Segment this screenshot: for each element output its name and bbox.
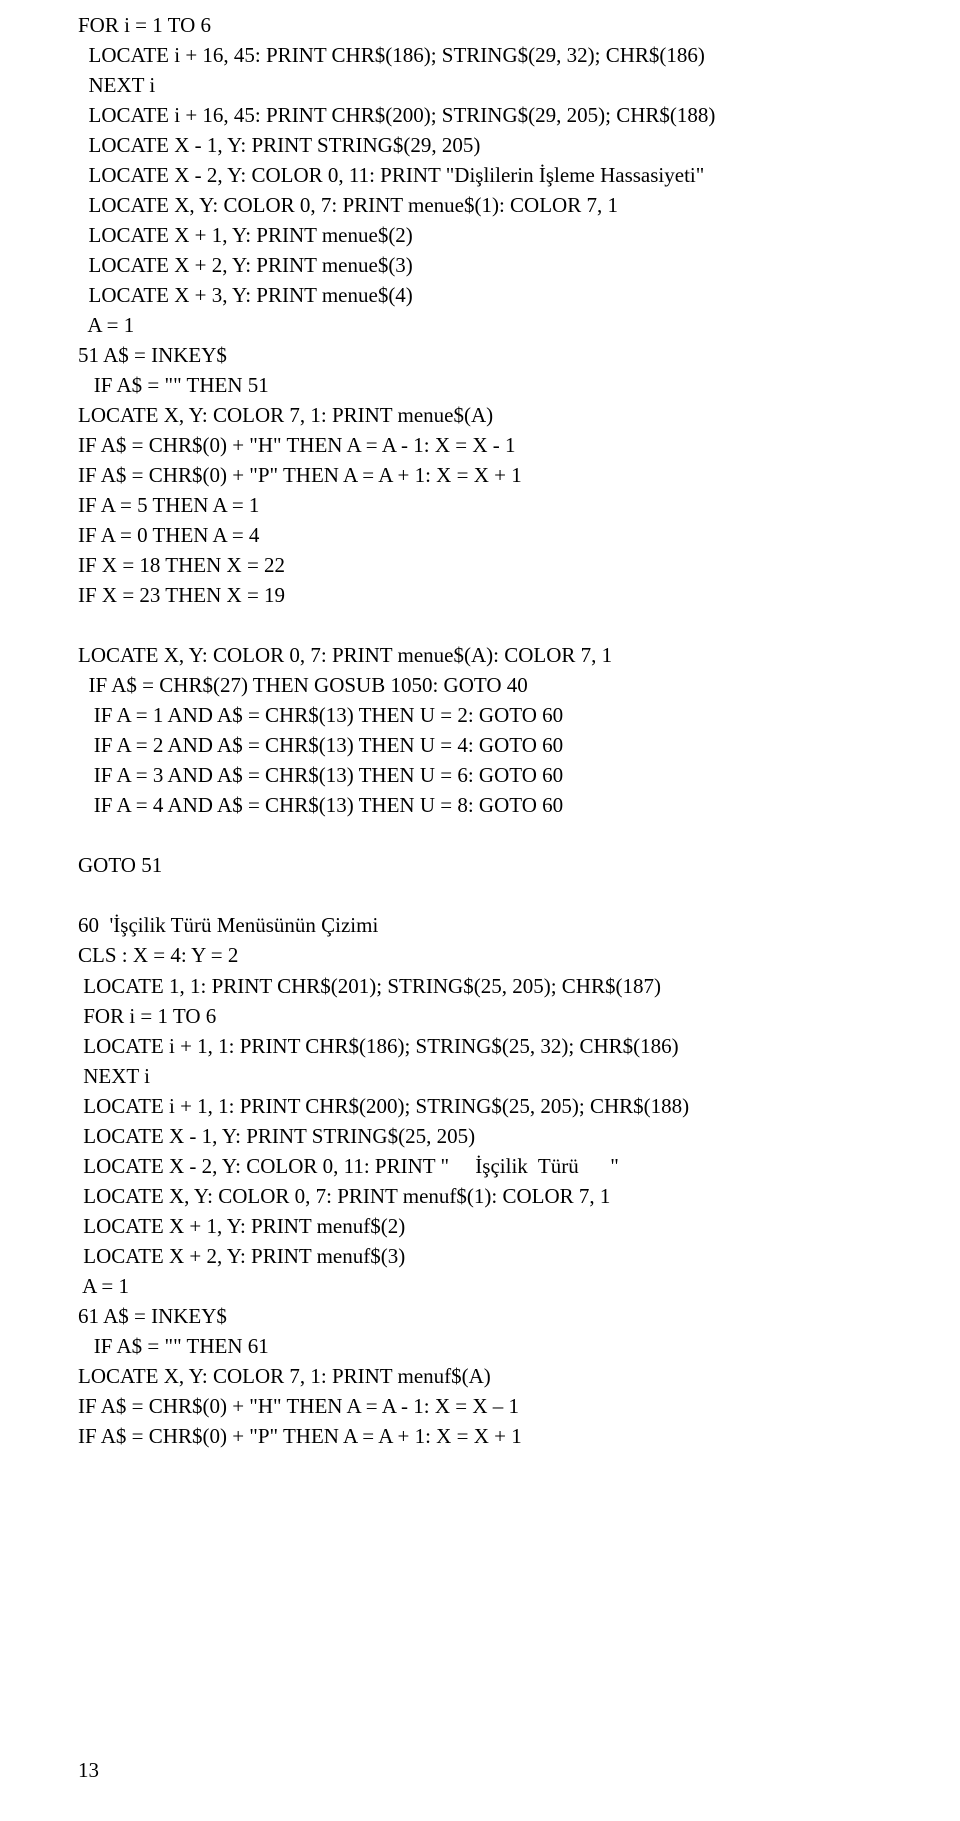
document-page: FOR i = 1 TO 6 LOCATE i + 16, 45: PRINT … (0, 0, 960, 1821)
code-listing: FOR i = 1 TO 6 LOCATE i + 16, 45: PRINT … (78, 10, 882, 1451)
page-number: 13 (78, 1755, 99, 1785)
